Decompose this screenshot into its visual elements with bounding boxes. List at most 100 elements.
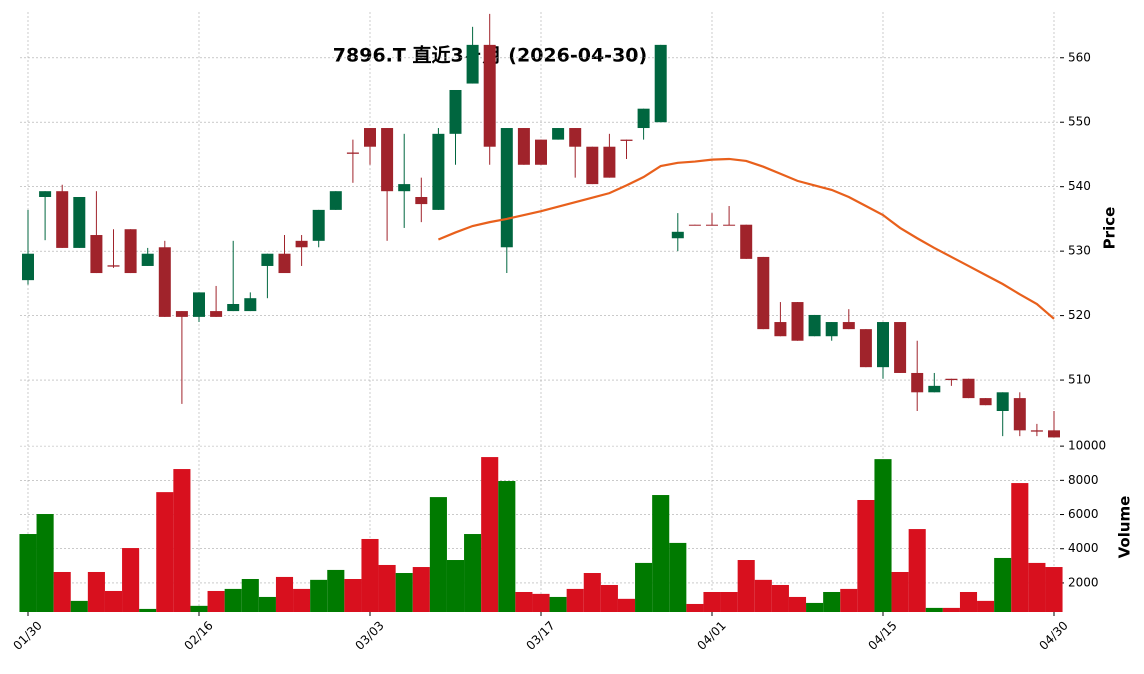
candle-body: [227, 303, 240, 312]
volume-bar: [53, 571, 71, 612]
volume-bar: [737, 560, 755, 612]
candle-body: [90, 235, 103, 274]
volume-bar: [532, 593, 550, 612]
candle-body: [877, 322, 889, 368]
candle-body: [39, 191, 52, 197]
candle-body: [962, 378, 975, 399]
volume-bar: [122, 548, 140, 612]
volume-bar: [293, 588, 311, 612]
y-axis-label: Price: [1101, 207, 1119, 250]
volume-bar: [857, 499, 875, 612]
x-tick-label: 03/03: [352, 618, 386, 652]
volume-axis-label: Volume: [1116, 496, 1134, 559]
candle-body: [654, 44, 667, 123]
candle-body: [637, 108, 650, 129]
candle-body: [569, 128, 582, 147]
x-tick-label: 04/01: [694, 618, 728, 652]
candle-body: [979, 398, 992, 406]
candle-body: [859, 329, 872, 368]
volume-bar: [190, 605, 208, 612]
candle-body: [381, 128, 394, 192]
candle-body: [449, 89, 462, 134]
volume-bar: [464, 534, 482, 612]
x-tick-label: 02/16: [181, 618, 215, 652]
volume-bar: [515, 591, 533, 612]
x-tick-label: 04/15: [865, 618, 899, 652]
volume-bar: [19, 534, 37, 612]
candle-body: [740, 224, 753, 259]
volume-tick-label: 4000: [1068, 541, 1099, 555]
candle-body: [22, 253, 34, 281]
candle-body: [1013, 398, 1026, 431]
volume-bar: [891, 571, 909, 612]
volume-bar: [207, 590, 225, 612]
volume-bar: [1045, 567, 1063, 612]
candle-body: [466, 44, 479, 84]
volume-bar: [1011, 483, 1029, 612]
y-tick-label: 540: [1068, 179, 1091, 193]
candle-body: [688, 224, 701, 226]
volume-bar: [600, 584, 618, 612]
candle-body: [911, 372, 924, 393]
volume-bar: [36, 514, 54, 612]
volume-bar: [925, 607, 943, 612]
volume-bar: [139, 608, 157, 612]
candle-body: [415, 196, 428, 205]
moving-average: [437, 157, 1055, 320]
volume-bar: [412, 567, 430, 612]
candle-body: [603, 146, 616, 178]
candle-body: [842, 322, 855, 330]
volume-bar: [942, 607, 960, 612]
volume-bar: [840, 588, 858, 612]
candle-body: [73, 196, 86, 248]
candle-body: [535, 139, 547, 165]
volume-bar: [720, 591, 738, 612]
candle-body: [808, 314, 821, 337]
candle-body: [158, 247, 171, 317]
volume-bar: [241, 578, 259, 612]
y-tick-label: 550: [1068, 115, 1091, 129]
volume-bar: [823, 591, 841, 612]
x-tick-label: 04/30: [1036, 618, 1070, 652]
volume-bar: [617, 598, 636, 612]
candle-body: [56, 191, 69, 248]
candle-body: [278, 253, 291, 274]
candle-body: [329, 191, 342, 210]
y-tick-label: 510: [1068, 373, 1091, 387]
volume-bar: [481, 457, 499, 612]
volume-bar: [977, 600, 995, 612]
candle-body: [928, 385, 941, 393]
candle-body: [193, 292, 205, 317]
x-tick-label: 01/30: [10, 618, 44, 652]
candle-body: [825, 322, 838, 337]
volume-bar: [104, 590, 123, 612]
candle-body: [364, 128, 376, 147]
volume-bar: [788, 596, 807, 612]
volume-bar: [908, 529, 926, 612]
volume-bar: [70, 600, 88, 612]
volume-bar: [754, 579, 772, 612]
volume-bar: [1028, 562, 1046, 612]
volume-bar: [652, 495, 670, 612]
volume-bar: [344, 578, 362, 612]
candle-body: [774, 322, 787, 337]
volume-bar: [771, 584, 789, 612]
volume-bar: [446, 560, 465, 612]
candle-body: [295, 240, 308, 248]
volume-bar: [327, 569, 345, 612]
candle-body: [107, 265, 120, 267]
candle-body: [723, 224, 736, 226]
volume-bar: [275, 576, 294, 612]
candle-body: [141, 253, 154, 266]
volume-bar: [994, 557, 1012, 612]
volume-bar: [258, 596, 276, 612]
volume-tick-label: 10000: [1068, 439, 1106, 453]
candle-body: [175, 311, 188, 317]
candle-body: [517, 128, 530, 165]
volume-bar: [806, 602, 824, 612]
volume-bar: [378, 564, 396, 612]
y-tick-label: 520: [1068, 308, 1091, 322]
candle-body: [124, 229, 137, 274]
volume-tick-label: 2000: [1068, 575, 1099, 589]
candle-body: [312, 209, 325, 241]
